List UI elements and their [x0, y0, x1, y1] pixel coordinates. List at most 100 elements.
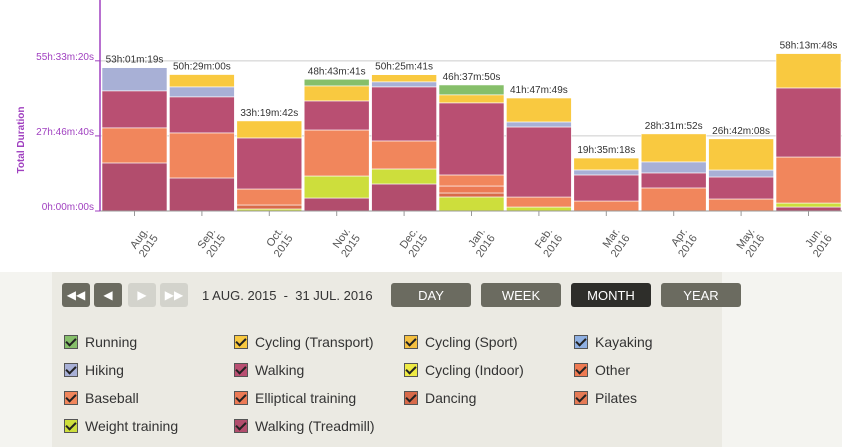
- bar-segment: [438, 192, 505, 198]
- total-label: 48h:43m:41s: [308, 66, 366, 77]
- legend-checkbox[interactable]: [574, 363, 588, 377]
- bar-segment: [169, 74, 235, 88]
- legend-item[interactable]: Other: [574, 362, 630, 378]
- bar-segment: [640, 133, 707, 163]
- bar-segment: [573, 169, 640, 176]
- total-label: 53h:01m:19s: [106, 55, 164, 66]
- legend-item[interactable]: Hiking: [64, 362, 124, 378]
- period-button[interactable]: YEAR: [661, 283, 741, 307]
- bar-segment: [506, 126, 572, 198]
- legend-label: Other: [595, 362, 631, 378]
- total-label: 41h:47m:49s: [510, 85, 568, 96]
- legend-checkbox[interactable]: [234, 363, 248, 377]
- legend-item[interactable]: Weight training: [64, 418, 178, 434]
- period-button[interactable]: DAY: [391, 283, 471, 307]
- legend-item[interactable]: Kayaking: [574, 334, 653, 350]
- bar-segment: [438, 174, 505, 187]
- legend-checkbox[interactable]: [574, 391, 588, 405]
- legend-label: Running: [85, 334, 138, 350]
- total-label: 58h:13m:48s: [780, 41, 838, 52]
- legend-item[interactable]: Walking: [234, 362, 304, 378]
- legend-item[interactable]: Cycling (Transport): [234, 334, 374, 350]
- bar-segment: [573, 157, 640, 171]
- x-tick-label: Sep.2015: [194, 226, 228, 260]
- bar-segment: [506, 196, 572, 208]
- bar-segment: [438, 94, 505, 104]
- legend-checkbox[interactable]: [234, 391, 248, 405]
- y-tick-label: 0h:00m:00s: [42, 202, 94, 213]
- bar-segment: [506, 206, 572, 212]
- legend-item[interactable]: Running: [64, 334, 137, 350]
- legend-item[interactable]: Walking (Treadmill): [234, 418, 375, 434]
- x-tick-label: Jun.2016: [801, 226, 835, 260]
- x-tick-label: Nov.2015: [329, 226, 363, 260]
- legend-item[interactable]: Cycling (Sport): [404, 334, 518, 350]
- bar-segment: [775, 53, 842, 89]
- bar-segment: [371, 183, 437, 212]
- bar-segment: [303, 85, 370, 102]
- legend-checkbox[interactable]: [64, 335, 78, 349]
- legend-item[interactable]: Pilates: [574, 390, 637, 406]
- x-tick-label: Feb.2016: [531, 226, 565, 260]
- bar-segment: [169, 96, 235, 134]
- x-tick-label: Mar.2016: [599, 226, 633, 260]
- bar-segment: [708, 198, 774, 212]
- legend-item[interactable]: Elliptical training: [234, 390, 356, 406]
- prev-button[interactable]: ◀: [94, 283, 122, 307]
- bar-segment: [303, 78, 370, 87]
- chart: Total Duration 0h:00m:00s 27h:46m:40s 55h:…: [16, 0, 842, 260]
- bar-segment: [303, 100, 370, 131]
- x-tick-label: Apr.2016: [666, 226, 700, 260]
- bar-segment: [775, 87, 842, 158]
- bar-segment: [438, 185, 505, 194]
- total-label: 46h:37m:50s: [443, 72, 501, 83]
- bar-segment: [371, 140, 437, 170]
- bar-segment: [303, 175, 370, 199]
- legend-item[interactable]: Baseball: [64, 390, 139, 406]
- bar-segment: [101, 90, 168, 129]
- x-tick-label: Jan.2016: [464, 226, 498, 260]
- legend-checkbox[interactable]: [574, 335, 588, 349]
- bar-segment: [506, 97, 572, 123]
- last-button[interactable]: ▶▶: [160, 283, 188, 307]
- legend-checkbox[interactable]: [404, 363, 418, 377]
- legend-checkbox[interactable]: [64, 363, 78, 377]
- bar-segment: [438, 84, 505, 96]
- bar-segment: [573, 200, 640, 212]
- legend-checkbox[interactable]: [404, 335, 418, 349]
- x-tick-label: May.2016: [734, 226, 768, 260]
- legend-item[interactable]: Cycling (Indoor): [404, 362, 524, 378]
- legend-label: Dancing: [425, 390, 477, 406]
- period-button[interactable]: MONTH: [571, 283, 651, 307]
- bar-segment: [438, 102, 505, 176]
- total-label: 50h:29m:00s: [173, 62, 231, 73]
- total-label: 33h:19m:42s: [240, 108, 298, 119]
- bar-segment: [236, 120, 303, 139]
- total-label: 26h:42m:08s: [712, 126, 770, 137]
- controls: ◀◀ ◀ ▶ ▶▶ 1 AUG. 2015 - 31 JUL. 2016 DAY…: [52, 272, 741, 447]
- bar-segment: [708, 138, 774, 171]
- legend-label: Walking (Treadmill): [255, 418, 375, 434]
- legend-checkbox[interactable]: [64, 391, 78, 405]
- y-tick-label: 27h:46m:40s: [36, 127, 94, 138]
- bar-segment: [708, 169, 774, 178]
- legend-label: Walking: [255, 362, 305, 378]
- bar-segment: [438, 196, 505, 212]
- legend-label: Baseball: [85, 390, 139, 406]
- period-button[interactable]: WEEK: [481, 283, 561, 307]
- legend-label: Elliptical training: [255, 390, 357, 406]
- bar-segment: [303, 129, 370, 177]
- legend-checkbox[interactable]: [64, 419, 78, 433]
- legend-checkbox[interactable]: [404, 391, 418, 405]
- legend-item[interactable]: Dancing: [404, 390, 476, 406]
- bar-segment: [708, 176, 774, 200]
- next-button[interactable]: ▶: [128, 283, 156, 307]
- first-button[interactable]: ◀◀: [62, 283, 90, 307]
- legend-checkbox[interactable]: [234, 419, 248, 433]
- bar-segment: [101, 67, 168, 92]
- bar-segment: [573, 174, 640, 202]
- y-tick-label: 55h:33m:20s: [36, 52, 94, 63]
- bar-segment: [775, 202, 842, 208]
- x-tick-label: Aug.2015: [127, 226, 161, 260]
- legend-checkbox[interactable]: [234, 335, 248, 349]
